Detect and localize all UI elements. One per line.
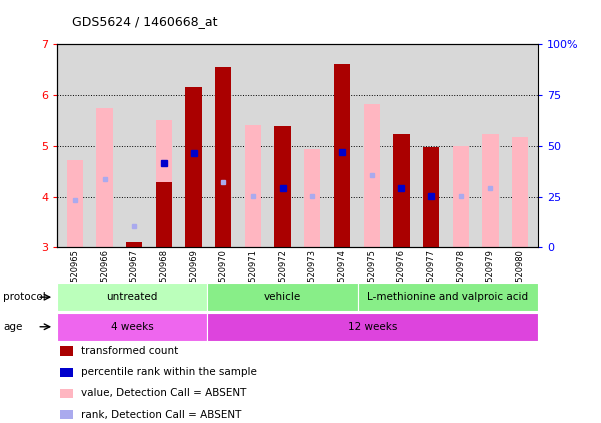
Text: vehicle: vehicle — [264, 292, 301, 302]
Bar — [186, 87, 202, 247]
Text: 4 weeks: 4 weeks — [111, 322, 154, 332]
Bar — [453, 146, 469, 247]
Bar — [156, 120, 172, 247]
Bar — [364, 104, 380, 247]
Text: untreated: untreated — [106, 292, 158, 302]
Bar — [423, 148, 439, 247]
Bar — [304, 149, 320, 247]
Text: value, Detection Call = ABSENT: value, Detection Call = ABSENT — [81, 388, 246, 398]
Bar — [207, 313, 538, 341]
Text: percentile rank within the sample: percentile rank within the sample — [81, 367, 257, 377]
Bar — [126, 242, 142, 247]
Text: age: age — [3, 322, 22, 332]
Bar — [512, 137, 528, 247]
Bar — [96, 108, 113, 247]
Bar — [393, 134, 409, 247]
Text: transformed count: transformed count — [81, 346, 178, 356]
Bar — [358, 283, 538, 311]
Text: 12 weeks: 12 weeks — [348, 322, 397, 332]
Bar — [57, 313, 207, 341]
Text: L-methionine and valproic acid: L-methionine and valproic acid — [367, 292, 528, 302]
Bar — [482, 134, 499, 247]
Bar — [275, 126, 291, 247]
Text: rank, Detection Call = ABSENT: rank, Detection Call = ABSENT — [81, 409, 241, 420]
Bar — [334, 64, 350, 247]
Bar — [207, 283, 358, 311]
Bar — [245, 125, 261, 247]
Text: GDS5624 / 1460668_at: GDS5624 / 1460668_at — [72, 15, 218, 28]
Bar — [215, 67, 231, 247]
Text: protocol: protocol — [3, 292, 46, 302]
Bar — [57, 283, 207, 311]
Bar — [156, 182, 172, 247]
Bar — [67, 159, 83, 247]
